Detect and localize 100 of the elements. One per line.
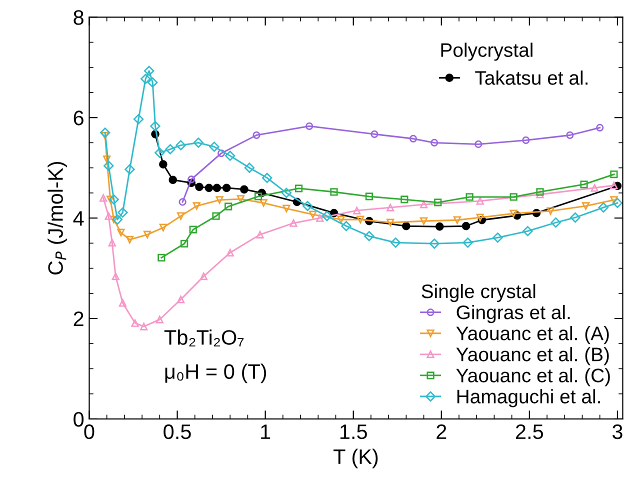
y-tick-label: 4: [73, 211, 84, 226]
x-tick-label: 2: [436, 424, 446, 439]
point: [156, 316, 164, 324]
point: [364, 231, 374, 242]
point: [582, 202, 590, 210]
y-tick-label: 8: [74, 10, 84, 25]
point: [204, 184, 214, 192]
point: [222, 184, 231, 192]
point: [420, 200, 428, 208]
point: [522, 136, 530, 144]
legend-label: Yaouanc et al. (A): [456, 326, 609, 344]
point: [189, 226, 197, 234]
point: [168, 176, 178, 184]
point: [429, 238, 440, 249]
point: [309, 210, 317, 218]
point: [159, 160, 168, 168]
point: [580, 180, 588, 188]
point: [365, 192, 374, 200]
point: [117, 228, 125, 236]
point: [476, 214, 484, 222]
point: [610, 170, 618, 178]
point: [106, 196, 114, 204]
point: [610, 196, 618, 204]
point: [124, 164, 135, 174]
point: [356, 216, 364, 224]
point: [110, 216, 118, 224]
point: [226, 248, 234, 257]
point: [140, 74, 151, 84]
point: [598, 202, 608, 213]
point: [212, 212, 220, 220]
point: [150, 121, 160, 132]
point: [224, 150, 236, 161]
point: [330, 188, 338, 196]
legend-label: Gingras et al.: [456, 304, 570, 324]
point: [430, 138, 438, 147]
x-tick-label: 0: [84, 424, 94, 440]
point: [195, 182, 204, 192]
point: [192, 202, 200, 210]
point: [590, 184, 598, 192]
point: [322, 210, 332, 222]
point: [108, 194, 119, 205]
point: [536, 190, 544, 198]
point: [476, 197, 484, 205]
point: [252, 131, 260, 139]
annotation: μ₀H = 0 (T): [165, 364, 266, 384]
point: [216, 196, 224, 204]
point: [178, 198, 186, 206]
point: [570, 212, 580, 223]
y-tick-label: 6: [74, 110, 84, 126]
annotation: Single crystal: [422, 284, 536, 302]
point: [294, 184, 303, 192]
point: [566, 131, 574, 139]
y-axis-title: C$_{P}$ (J/mol-K): [48, 162, 68, 274]
point: [612, 198, 623, 208]
x-tick-label: 1.5: [340, 424, 367, 440]
point: [260, 199, 268, 207]
point: [144, 230, 152, 238]
point: [133, 114, 144, 124]
x-tick-label: 1: [261, 424, 270, 439]
point: [188, 176, 196, 184]
point: [104, 212, 112, 220]
point: [254, 192, 262, 200]
point: [402, 222, 410, 230]
point: [100, 194, 108, 202]
point: [341, 220, 352, 232]
point: [462, 238, 473, 248]
point: [522, 226, 533, 236]
point: [209, 142, 220, 152]
point: [118, 207, 128, 218]
point: [386, 218, 394, 226]
legend-label: Yaouanc et al. (B): [456, 347, 609, 366]
point: [212, 184, 222, 192]
point: [262, 172, 272, 183]
point: [290, 219, 298, 227]
point: [103, 155, 111, 164]
point: [474, 140, 482, 148]
point: [302, 200, 313, 212]
point: [492, 232, 503, 243]
x-axis-title: T (K): [334, 448, 378, 468]
point: [144, 66, 154, 76]
point: [390, 238, 401, 248]
point: [240, 185, 248, 194]
legend-label: Takatsu et al.: [475, 70, 588, 85]
point: [200, 272, 208, 280]
point: [100, 128, 110, 138]
point: [435, 222, 444, 231]
point: [217, 149, 226, 158]
point: [596, 124, 604, 132]
point: [400, 196, 408, 204]
point: [353, 206, 361, 214]
point: [510, 210, 518, 218]
point: [316, 214, 324, 222]
point: [193, 138, 204, 148]
point: [337, 216, 345, 224]
point: [131, 319, 139, 327]
point: [140, 322, 148, 330]
point: [108, 238, 116, 246]
point: [126, 236, 134, 244]
legend-label: Yaouanc et al. (C): [456, 368, 610, 386]
point: [546, 207, 554, 215]
